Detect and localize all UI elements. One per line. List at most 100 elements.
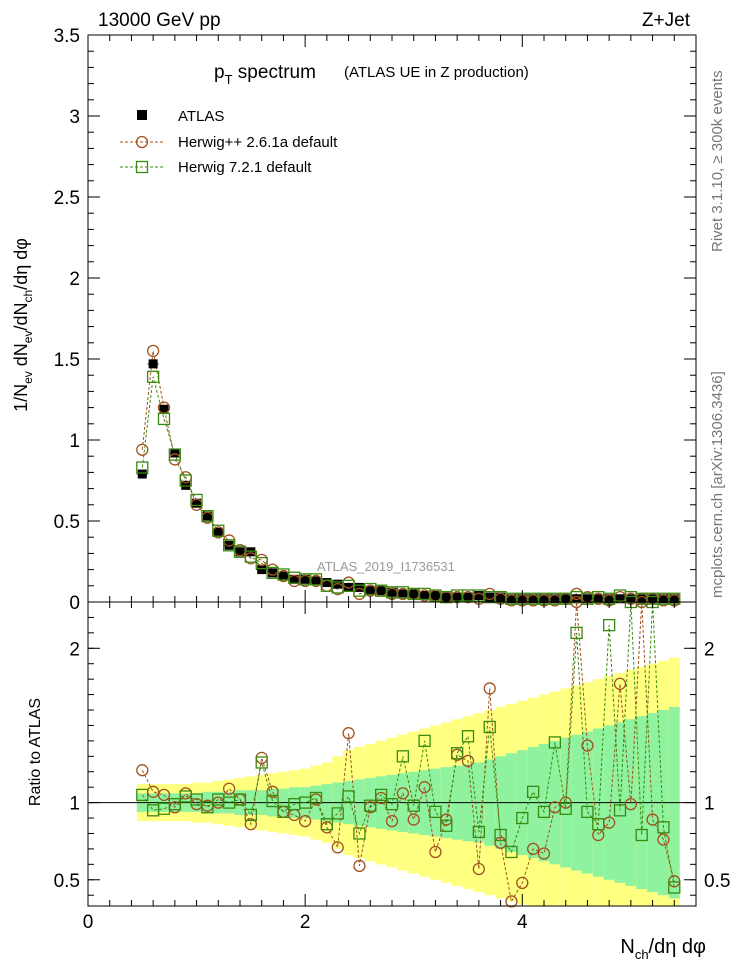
herwig7-ratio-point [472, 825, 486, 839]
herwig7-point [136, 461, 149, 474]
atlas-point [441, 592, 451, 602]
atlas-point [354, 582, 364, 592]
atlas-point [430, 591, 440, 601]
legend-herwigpp-label: Herwig++ 2.6.1a default [178, 134, 338, 151]
herwig7-ratio-point [233, 793, 247, 806]
herwig7-ratio-point [494, 828, 507, 842]
atlas-point [192, 498, 202, 508]
herwigpp-ratio-point [461, 754, 475, 768]
herwig7-ratio-point [190, 793, 203, 806]
herwig7-ratio-point [309, 791, 323, 805]
main-y-tick-label: 0 [69, 593, 80, 614]
main-y-tick-label: 0.5 [54, 512, 80, 533]
atlas-point [658, 594, 668, 604]
atlas-point [322, 578, 332, 588]
herwig7-ratio-point [559, 802, 572, 815]
herwigpp-ratio-point [342, 727, 355, 740]
main-y-tick-label: 2 [69, 269, 80, 290]
atlas-point [474, 591, 484, 601]
herwig7-ratio-point [450, 747, 464, 760]
atlas-point [637, 594, 647, 604]
x-tick-label: 4 [517, 912, 528, 933]
herwig7-ratio-point [255, 756, 268, 769]
herwigpp-ratio-point [331, 841, 344, 854]
herwig7-ratio-point [385, 798, 399, 811]
herwigpp-ratio-point [244, 818, 258, 831]
atlas-point [593, 594, 603, 604]
atlas-point [300, 574, 310, 584]
herwig7-ratio-point [581, 805, 594, 819]
ratio-y-tick-label-right: 0.5 [704, 871, 730, 892]
main-chart-title-note: (ATLAS UE in Z production) [344, 64, 529, 81]
atlas-point [463, 592, 473, 602]
atlas-point [398, 589, 408, 599]
herwigpp-ratio-point [353, 859, 366, 873]
header-left-label: 13000 GeV pp [98, 10, 221, 31]
herwig7-ratio-point [505, 845, 518, 859]
herwig7-ratio-point [396, 750, 410, 763]
herwig7-ratio-point [168, 798, 182, 811]
herwig7-ratio-point [635, 828, 648, 842]
legend-atlas-label: ATLAS [178, 108, 224, 125]
herwigpp-ratio-point [472, 862, 486, 876]
atlas-point [506, 594, 516, 604]
herwigpp-ratio-point [559, 796, 572, 809]
herwigpp-ratio-point [537, 847, 551, 860]
herwigpp-ratio-point [516, 876, 529, 890]
herwigpp-ratio-point [526, 842, 540, 856]
main-chart-title: pT spectrum [214, 62, 316, 87]
atlas-point [365, 586, 375, 596]
herwig7-ratio-point [277, 805, 290, 819]
herwig7-ratio-point [266, 794, 279, 808]
herwigpp-ratio-point [494, 836, 507, 849]
x-tick-label: 2 [300, 912, 311, 933]
main-y-tick-label: 1 [69, 431, 80, 452]
herwigpp-ratio-point [483, 682, 496, 695]
herwig7-ratio-point [657, 821, 670, 834]
herwigpp-ratio-point [602, 816, 616, 829]
atlas-point [257, 565, 267, 575]
herwig7-ratio-point [602, 618, 616, 632]
atlas-point [213, 527, 223, 537]
x-axis-label: Nch/dη dφ [620, 936, 706, 962]
ratio-y-tick-label-left: 1 [69, 794, 80, 815]
ratio-y-tick-label-right: 2 [704, 639, 715, 660]
ratio-y-tick-label-left: 0.5 [54, 871, 80, 892]
legend-herwig7-label: Herwig 7.2.1 default [178, 159, 312, 176]
herwig7-point [201, 509, 214, 523]
main-y-tick-label: 1.5 [54, 350, 80, 371]
atlas-point [159, 404, 169, 414]
mcplots-info-text: mcplots.cern.ch [arXiv:1306.3436] [709, 371, 726, 598]
herwigpp-ratio-point [136, 764, 149, 777]
analysis-watermark: ATLAS_2019_I1736531 [317, 559, 455, 574]
herwig7-ratio-point [440, 819, 453, 832]
herwigpp-ratio-point [298, 814, 312, 828]
herwigpp-point [146, 344, 160, 358]
herwig7-ratio-point [570, 626, 583, 640]
ratio-panel-marks [136, 595, 681, 908]
herwigpp-ratio-point [146, 785, 160, 798]
atlas-point [485, 592, 495, 602]
herwigpp-ratio-point [581, 739, 594, 752]
herwig7-ratio-point [244, 808, 258, 822]
atlas-point [278, 571, 288, 581]
herwig7-ratio-point [613, 804, 627, 817]
herwigpp-ratio-point [396, 787, 410, 800]
atlas-point [409, 589, 419, 599]
herwigpp-point [136, 443, 149, 456]
herwig7-ratio-point [429, 805, 442, 819]
main-y-tick-label: 2.5 [54, 188, 80, 209]
herwigpp-ratio-point [385, 814, 399, 828]
atlas-point [137, 469, 147, 479]
atlas-point [615, 594, 625, 604]
herwigpp-ratio-point [407, 813, 420, 826]
herwig7-ratio-point [136, 788, 149, 802]
herwigpp-ratio-line [141, 601, 675, 903]
atlas-point [170, 448, 180, 458]
legend: ATLAS Herwig++ 2.6.1a default Herwig 7.2… [120, 108, 338, 176]
atlas-point [235, 547, 245, 557]
ratio-y-tick-label-left: 2 [69, 639, 80, 660]
atlas-point [202, 511, 212, 521]
herwig7-point [222, 539, 236, 552]
atlas-point [289, 574, 299, 584]
